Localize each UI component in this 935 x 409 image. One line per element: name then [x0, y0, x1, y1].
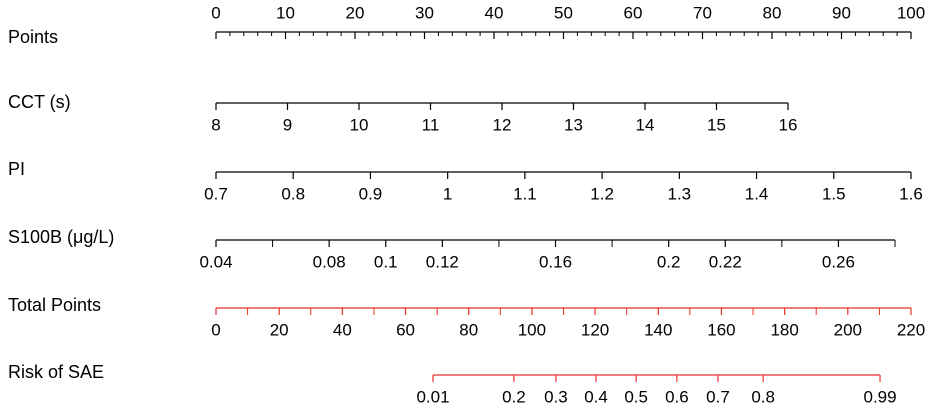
- tick-label: 0.8: [751, 387, 775, 406]
- tick-label: 40: [485, 3, 504, 22]
- tick-label: 0.2: [502, 387, 526, 406]
- tick-label: 40: [333, 320, 352, 339]
- tick-label: 13: [564, 115, 583, 134]
- tick-label: 80: [459, 320, 478, 339]
- tick-label: 0.16: [539, 252, 572, 271]
- tick-label: 14: [636, 115, 655, 134]
- tick-label: 0.99: [863, 387, 896, 406]
- tick-label: 0.2: [657, 252, 681, 271]
- tick-label: 1.6: [899, 184, 923, 203]
- tick-label: 0: [211, 3, 220, 22]
- tick-label: 0.7: [706, 387, 730, 406]
- tick-label: 0.5: [624, 387, 648, 406]
- tick-label: 0.7: [204, 184, 228, 203]
- row-label: Total Points: [8, 295, 101, 315]
- tick-label: 80: [763, 3, 782, 22]
- row-label: Points: [8, 27, 58, 47]
- tick-label: 10: [276, 3, 295, 22]
- tick-label: 180: [770, 320, 798, 339]
- tick-label: 120: [581, 320, 609, 339]
- tick-label: 0: [211, 320, 220, 339]
- tick-label: 100: [897, 3, 925, 22]
- tick-label: 1.1: [513, 184, 537, 203]
- tick-label: 11: [422, 115, 440, 134]
- tick-label: 100: [518, 320, 546, 339]
- tick-label: 220: [897, 320, 925, 339]
- tick-label: 60: [624, 3, 643, 22]
- tick-label: 50: [554, 3, 573, 22]
- row-label: Risk of SAE: [8, 362, 104, 382]
- tick-label: 1.2: [590, 184, 614, 203]
- tick-label: 90: [832, 3, 851, 22]
- tick-label: 12: [493, 115, 512, 134]
- tick-label: 15: [707, 115, 726, 134]
- tick-label: 0.1: [374, 252, 398, 271]
- tick-label: 200: [834, 320, 862, 339]
- tick-label: 0.01: [416, 387, 449, 406]
- tick-label: 0.22: [709, 252, 742, 271]
- tick-label: 10: [350, 115, 369, 134]
- tick-label: 0.8: [281, 184, 305, 203]
- tick-label: 0.04: [199, 252, 232, 271]
- tick-label: 20: [270, 320, 289, 339]
- tick-label: 0.08: [313, 252, 346, 271]
- tick-label: 1: [443, 184, 452, 203]
- tick-label: 16: [779, 115, 798, 134]
- row-label: CCT (s): [8, 92, 71, 112]
- tick-label: 0.12: [426, 252, 459, 271]
- tick-label: 30: [415, 3, 434, 22]
- tick-label: 9: [283, 115, 292, 134]
- tick-label: 0.3: [544, 387, 568, 406]
- tick-label: 140: [644, 320, 672, 339]
- tick-label: 160: [707, 320, 735, 339]
- tick-label: 8: [211, 115, 220, 134]
- tick-label: 0.6: [665, 387, 689, 406]
- tick-label: 20: [346, 3, 365, 22]
- row-label: S100B (μg/L): [8, 227, 114, 247]
- tick-label: 0.9: [359, 184, 383, 203]
- row-label: PI: [8, 159, 25, 179]
- tick-label: 70: [693, 3, 712, 22]
- tick-label: 1.3: [668, 184, 692, 203]
- tick-label: 0.26: [822, 252, 855, 271]
- tick-label: 1.5: [822, 184, 846, 203]
- tick-label: 0.4: [584, 387, 608, 406]
- tick-label: 1.4: [745, 184, 769, 203]
- tick-label: 60: [396, 320, 415, 339]
